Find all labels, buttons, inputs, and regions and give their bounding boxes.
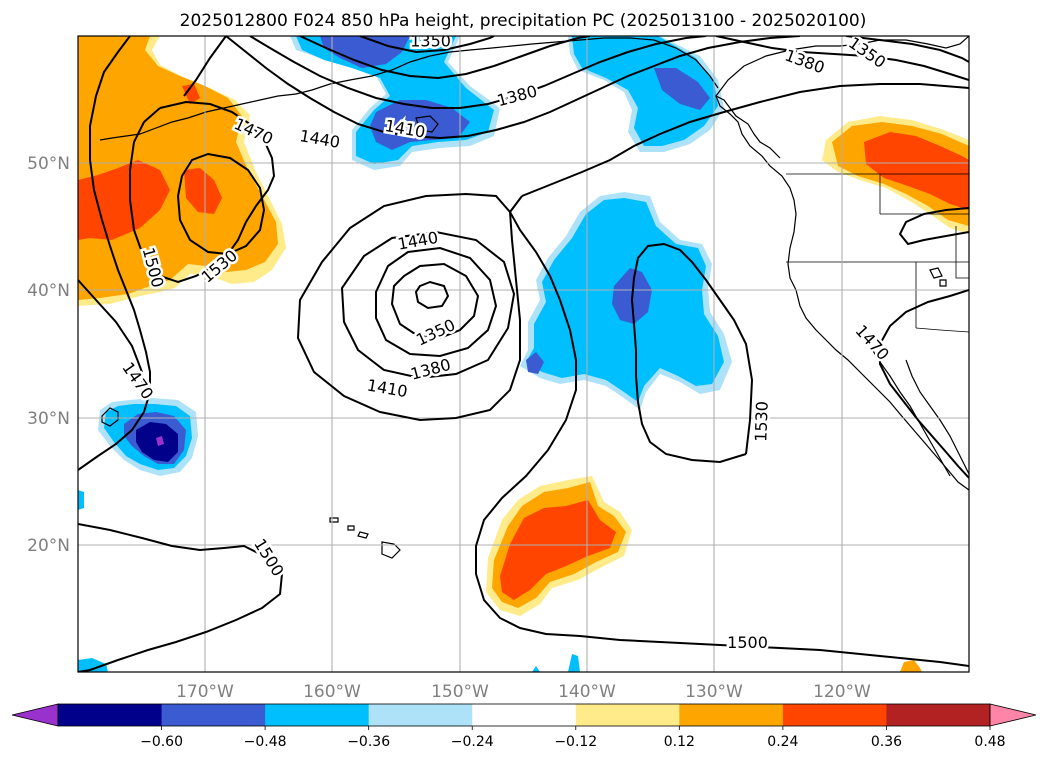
positive-shade-se-corner [900, 660, 922, 672]
height-contours [78, 36, 969, 672]
kodiak-island [415, 115, 439, 133]
colorbar-segment [575, 704, 680, 726]
alaska-coastline [295, 37, 719, 95]
contour-1500-long-trough [78, 36, 151, 471]
gridlines [78, 36, 969, 672]
latitude-labels: 50°N 40°N 30°N 20°N [27, 154, 70, 556]
contour-1470-upper [225, 36, 801, 140]
channel-islands [929, 267, 947, 287]
contour-1470-west-south [78, 36, 227, 398]
contour-1440-ring [340, 230, 516, 380]
colorbar-segment [368, 704, 473, 726]
contour-1530-nw-inner [176, 152, 266, 256]
contour-1380-ne [715, 36, 969, 81]
hawaii-main-islands [329, 517, 401, 559]
contour-1380-low-center [414, 280, 450, 310]
contour-label: 1500 [727, 633, 768, 652]
contour-1410-upper [299, 36, 591, 80]
coastlines [99, 36, 969, 559]
contour-1350-ne [845, 36, 969, 63]
colorbar-tick-label: −0.24 [451, 734, 494, 750]
aleutian-chain [99, 93, 297, 141]
colorbar-segment [782, 704, 887, 726]
colorbar-tick-label: 0.48 [974, 734, 1005, 750]
colorbar-segment [265, 704, 370, 726]
negative-shade-small-south-a [568, 654, 580, 672]
gulf-of-california-coast [905, 359, 969, 475]
colorbar-tick-label: 0.36 [871, 734, 902, 750]
contour-1530-coastal [521, 83, 969, 197]
strong-positive-shade-nw-c [182, 84, 200, 104]
baja-coastline [859, 329, 951, 477]
colorbar-extend-high [989, 703, 1037, 727]
colorbar-tick-label: 0.24 [767, 734, 798, 750]
minimum-negative-shade-west [156, 436, 164, 446]
contour-1530-south [475, 195, 969, 667]
contour-1380-ring [390, 262, 480, 340]
lat-label-20n: 20°N [27, 536, 70, 556]
colorbar-tick-label: −0.36 [347, 734, 390, 750]
contour-label: 1410 [366, 375, 409, 401]
midway-atoll [101, 407, 119, 427]
colorbar-tick-label: −0.48 [244, 734, 287, 750]
negative-shade-small-south-b [532, 666, 540, 672]
strong-positive-shade-ne [864, 132, 969, 210]
colorbar-segment [472, 704, 577, 726]
lon-label-150w: 150°W [431, 682, 489, 702]
strong-negative-shade-panhandle [654, 68, 710, 110]
colorbar-tick-label: 0.12 [664, 734, 695, 750]
strong-negative-shade-midpacific-b [526, 352, 544, 374]
contour-1440-upper [249, 36, 707, 109]
contour-1440-us-interior [898, 207, 969, 246]
lat-label-40n: 40°N [27, 281, 70, 301]
bc-islands-coast [715, 95, 781, 159]
lon-label-130w: 130°W [685, 682, 743, 702]
north-america-coastline [715, 36, 969, 491]
contour-1410-ring [375, 246, 498, 358]
lat-label-50n: 50°N [27, 154, 70, 174]
colorbar-segment [679, 704, 784, 726]
longitude-labels: 170°W 160°W 150°W 140°W 130°W 120°W [176, 682, 871, 702]
contour-1470-us-west [879, 289, 969, 479]
positive-shade-nw [78, 36, 278, 300]
strong-negative-shade-gulf-b [320, 36, 410, 68]
contour-1500-west-south [78, 523, 284, 672]
colorbar-tick-label: −0.60 [140, 734, 183, 750]
negative-shade-panhandle [572, 36, 718, 146]
contour-label: 1530 [751, 401, 771, 442]
lon-label-140w: 140°W [558, 682, 616, 702]
colorbar-segment [161, 704, 266, 726]
colorbar-extend-low [11, 703, 59, 727]
colorbar-tick-label: −0.12 [554, 734, 597, 750]
contour-1530-trough-ne [630, 242, 754, 464]
map-frame [77, 35, 970, 673]
lon-label-160w: 160°W [303, 682, 361, 702]
contour-1470-ring [296, 192, 521, 422]
contour-1500-nw-loop [129, 100, 276, 284]
lon-label-120w: 120°W [813, 682, 871, 702]
lat-label-30n: 30°N [27, 409, 70, 429]
strong-positive-shade-nw-b [184, 168, 222, 214]
us-mexico-border [915, 327, 969, 333]
negative-shade-small-west-edge [78, 490, 84, 510]
contour-1380-upper [359, 36, 495, 54]
map-title: 2025012800 F024 850 hPa height, precipit… [180, 11, 867, 31]
colorbar-segment [886, 704, 991, 726]
colorbar: −0.60 −0.48 −0.36 −0.24 −0.12 0.12 0.24 0.36 0.4… [11, 703, 1037, 750]
lon-label-170w: 170°W [176, 682, 234, 702]
negative-shade-small-sw-corner [78, 658, 108, 672]
colorbar-frame [57, 703, 991, 727]
contour-label: 1350 [410, 32, 451, 51]
colorbar-segment [58, 704, 163, 726]
